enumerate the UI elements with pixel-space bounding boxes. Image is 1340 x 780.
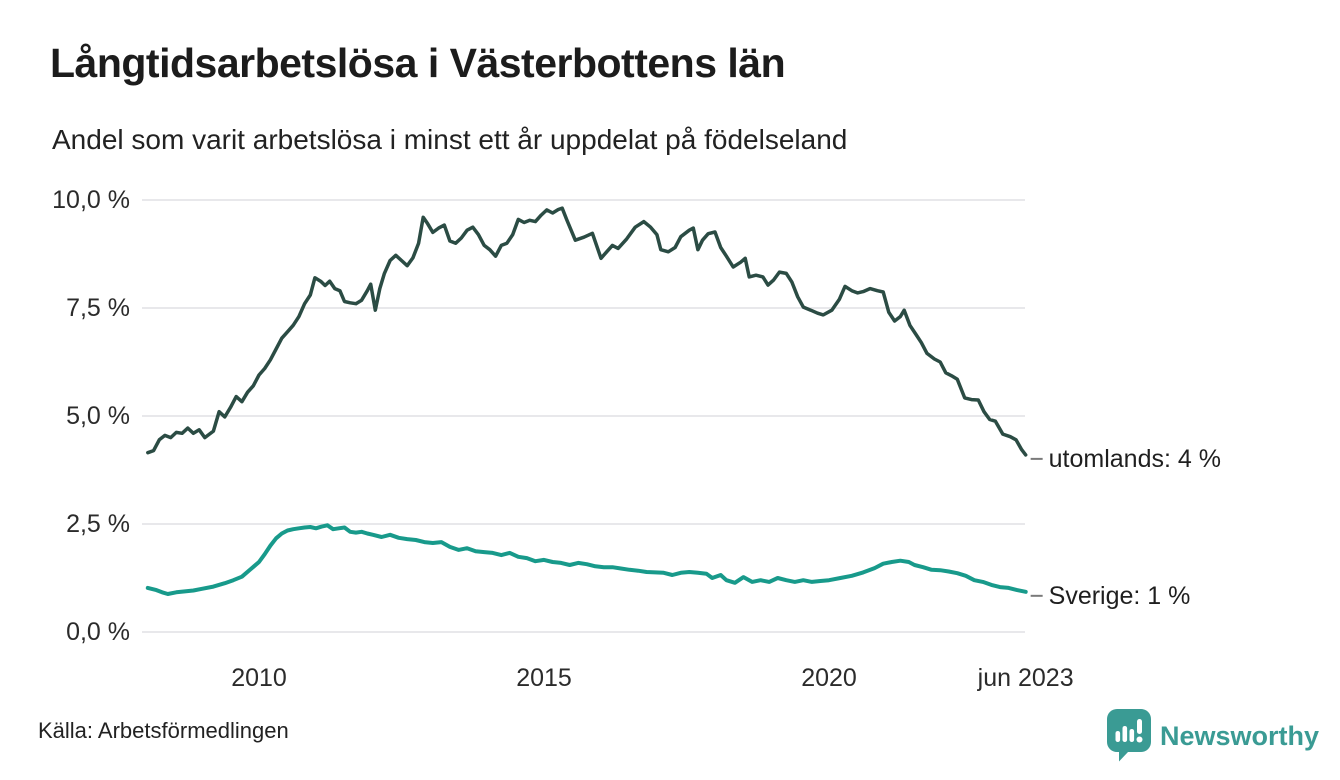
x-tick-label: 2010	[231, 664, 287, 692]
x-tick-label: jun 2023	[977, 664, 1074, 692]
y-tick-label: 5,0 %	[66, 402, 130, 430]
newsworthy-bubble-chart-icon	[1107, 709, 1151, 762]
y-tick-label: 10,0 %	[52, 186, 130, 214]
end-label-utomlands: utomlands: 4 %	[1048, 444, 1221, 473]
chart-subtitle: Andel som varit arbetslösa i minst ett å…	[52, 124, 848, 155]
y-tick-label: 7,5 %	[66, 294, 130, 322]
y-tick-label: 2,5 %	[66, 510, 130, 538]
x-tick-label: 2015	[516, 664, 572, 692]
newsworthy-logo: Newsworthy	[1106, 708, 1319, 762]
source-caption: Källa: Arbetsförmedlingen	[38, 718, 289, 743]
series-line-utomlands	[146, 206, 1028, 457]
series-line-Sverige	[145, 523, 1028, 596]
end-label-Sverige: Sverige: 1 %	[1048, 581, 1191, 610]
page-title: Långtidsarbetslösa i Västerbottens län	[50, 40, 786, 86]
y-tick-label: 0,0 %	[66, 618, 130, 646]
newsworthy-wordmark: Newsworthy	[1160, 720, 1320, 751]
x-tick-label: 2020	[801, 664, 857, 692]
